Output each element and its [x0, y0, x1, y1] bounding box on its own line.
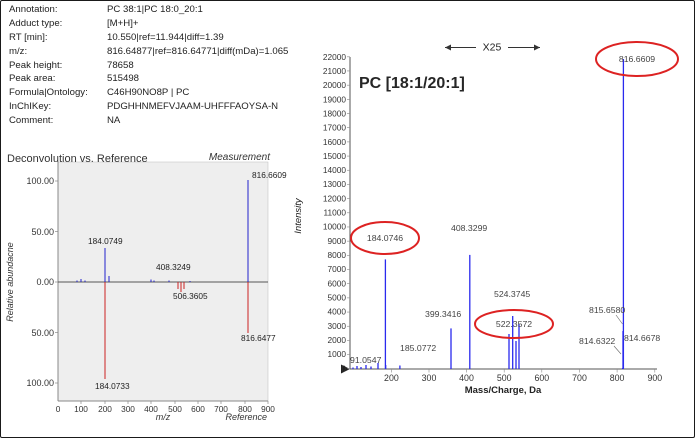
svg-text:500: 500: [497, 373, 512, 383]
svg-text:18000: 18000: [323, 108, 346, 118]
svg-text:814.6322: 814.6322: [579, 336, 615, 346]
svg-text:300: 300: [422, 373, 437, 383]
svg-text:3000: 3000: [328, 321, 347, 331]
svg-text:700: 700: [572, 373, 587, 383]
svg-text:10000: 10000: [323, 222, 346, 232]
svg-text:12000: 12000: [323, 193, 346, 203]
svg-text:9000: 9000: [328, 236, 347, 246]
svg-text:X25: X25: [483, 42, 502, 54]
svg-text:14000: 14000: [323, 165, 346, 175]
svg-text:816.6609: 816.6609: [619, 54, 655, 64]
svg-text:20000: 20000: [323, 80, 346, 90]
svg-text:800: 800: [610, 373, 625, 383]
svg-text:600: 600: [534, 373, 549, 383]
svg-text:16000: 16000: [323, 137, 346, 147]
svg-text:522.3572: 522.3572: [496, 319, 532, 329]
svg-text:17000: 17000: [323, 123, 346, 133]
svg-text:PC [18:1/20:1]: PC [18:1/20:1]: [359, 75, 465, 92]
svg-text:0: 0: [341, 363, 346, 373]
svg-text:399.3416: 399.3416: [425, 309, 461, 319]
svg-text:5000: 5000: [328, 293, 347, 303]
svg-text:91.0547: 91.0547: [350, 355, 382, 365]
svg-text:408.3299: 408.3299: [451, 223, 487, 233]
svg-text:524.3745: 524.3745: [494, 289, 530, 299]
svg-text:185.0772: 185.0772: [400, 343, 436, 353]
svg-text:200: 200: [384, 373, 399, 383]
svg-text:2000: 2000: [328, 335, 347, 345]
svg-text:6000: 6000: [328, 278, 347, 288]
svg-text:7000: 7000: [328, 264, 347, 274]
svg-text:21000: 21000: [323, 66, 346, 76]
svg-text:15000: 15000: [323, 151, 346, 161]
svg-text:19000: 19000: [323, 94, 346, 104]
svg-text:Mass/Charge, Da: Mass/Charge, Da: [465, 385, 542, 396]
svg-text:11000: 11000: [324, 208, 347, 218]
svg-text:13000: 13000: [323, 179, 346, 189]
svg-text:Intensity: Intensity: [293, 197, 304, 234]
svg-text:184.0746: 184.0746: [367, 233, 403, 243]
svg-text:22000: 22000: [323, 52, 346, 62]
svg-text:900: 900: [647, 373, 662, 383]
svg-text:1000: 1000: [328, 349, 347, 359]
svg-text:815.6580: 815.6580: [589, 305, 625, 315]
svg-text:814.6678: 814.6678: [624, 333, 660, 343]
svg-text:8000: 8000: [328, 250, 347, 260]
svg-text:4000: 4000: [328, 307, 347, 317]
svg-text:400: 400: [459, 373, 474, 383]
